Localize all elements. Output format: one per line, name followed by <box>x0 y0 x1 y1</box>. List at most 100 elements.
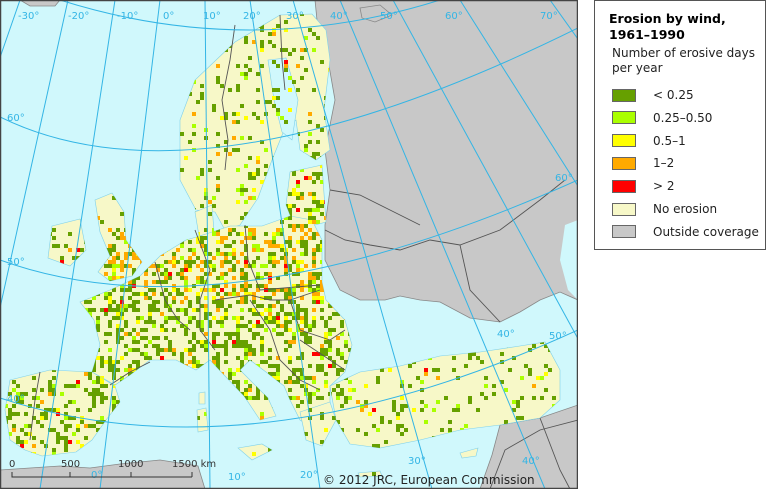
erosion-cell <box>284 340 288 344</box>
erosion-cell <box>264 328 268 332</box>
erosion-cell <box>248 328 252 332</box>
erosion-cell <box>232 344 236 348</box>
erosion-cell <box>300 76 304 80</box>
erosion-cell <box>240 316 244 320</box>
erosion-cell <box>328 392 332 396</box>
erosion-cell <box>104 296 108 300</box>
erosion-cell <box>144 352 148 356</box>
erosion-cell <box>260 344 264 348</box>
erosion-cell <box>280 248 284 252</box>
erosion-cell <box>5 404 8 408</box>
erosion-cell <box>224 308 228 312</box>
erosion-cell <box>16 384 20 388</box>
erosion-cell <box>296 192 300 196</box>
erosion-cell <box>144 272 148 276</box>
erosion-cell <box>56 432 60 436</box>
erosion-cell <box>308 140 312 144</box>
erosion-cell <box>284 20 288 24</box>
erosion-cell <box>500 352 504 356</box>
erosion-cell <box>92 364 96 368</box>
erosion-cell <box>112 400 116 404</box>
erosion-cell <box>276 232 280 236</box>
erosion-cell <box>256 156 260 160</box>
erosion-cell <box>188 316 192 320</box>
erosion-cell <box>216 64 220 68</box>
erosion-cell <box>124 252 128 256</box>
legend-subtitle: Number of erosive days per year <box>612 46 756 75</box>
erosion-cell <box>120 264 124 268</box>
erosion-cell <box>292 256 296 260</box>
erosion-cell <box>184 268 188 272</box>
erosion-cell <box>240 268 244 272</box>
erosion-cell <box>332 364 336 368</box>
erosion-cell <box>156 268 160 272</box>
erosion-cell <box>112 276 116 280</box>
erosion-cell <box>284 268 288 272</box>
erosion-cell <box>276 312 280 316</box>
erosion-cell <box>148 288 152 292</box>
erosion-cell <box>320 284 324 288</box>
erosion-cell <box>128 280 132 284</box>
erosion-cell <box>300 372 304 376</box>
erosion-cell <box>328 328 332 332</box>
erosion-cell <box>228 260 232 264</box>
erosion-cell <box>320 164 324 168</box>
erosion-cell <box>12 428 16 432</box>
erosion-cell <box>204 412 208 416</box>
erosion-cell <box>276 288 280 292</box>
erosion-cell <box>144 268 148 272</box>
erosion-cell <box>108 356 112 360</box>
erosion-cell <box>312 32 316 36</box>
erosion-cell <box>216 184 220 188</box>
erosion-cell <box>300 244 304 248</box>
erosion-cell <box>140 336 144 340</box>
erosion-cell <box>244 40 248 44</box>
erosion-cell <box>144 292 148 296</box>
erosion-cell <box>84 436 88 440</box>
erosion-cell <box>232 268 236 272</box>
erosion-cell <box>76 248 80 252</box>
erosion-cell <box>112 404 116 408</box>
erosion-cell <box>420 400 424 404</box>
parallel-label: 40° <box>7 394 25 405</box>
erosion-cell <box>104 396 108 400</box>
erosion-cell <box>232 256 236 260</box>
erosion-cell <box>300 328 304 332</box>
black-sea <box>345 298 520 360</box>
erosion-cell <box>396 428 400 432</box>
erosion-cell <box>200 172 204 176</box>
erosion-cell <box>268 316 272 320</box>
erosion-cell <box>220 304 224 308</box>
erosion-cell <box>284 28 288 32</box>
erosion-cell <box>72 416 76 420</box>
erosion-cell <box>300 384 304 388</box>
erosion-cell <box>276 368 280 372</box>
erosion-cell <box>300 320 304 324</box>
erosion-cell <box>216 364 220 368</box>
erosion-cell <box>208 168 212 172</box>
erosion-cell <box>212 104 216 108</box>
erosion-cell <box>536 376 540 380</box>
erosion-cell <box>108 228 112 232</box>
erosion-cell <box>116 228 120 232</box>
erosion-cell <box>240 360 244 364</box>
erosion-cell <box>264 148 268 152</box>
erosion-cell <box>16 436 20 440</box>
erosion-cell <box>108 324 112 328</box>
erosion-cell <box>308 336 312 340</box>
erosion-cell <box>408 384 412 388</box>
erosion-cell <box>120 328 124 332</box>
erosion-cell <box>300 368 304 372</box>
erosion-cell <box>252 324 256 328</box>
erosion-cell <box>108 368 112 372</box>
erosion-cell <box>72 384 76 388</box>
erosion-cell <box>292 284 296 288</box>
erosion-cell <box>284 320 288 324</box>
erosion-cell <box>204 296 208 300</box>
erosion-cell <box>300 224 304 228</box>
erosion-cell <box>40 400 44 404</box>
erosion-cell <box>204 304 208 308</box>
erosion-cell <box>204 332 208 336</box>
erosion-cell <box>328 364 332 368</box>
erosion-cell <box>324 348 328 352</box>
